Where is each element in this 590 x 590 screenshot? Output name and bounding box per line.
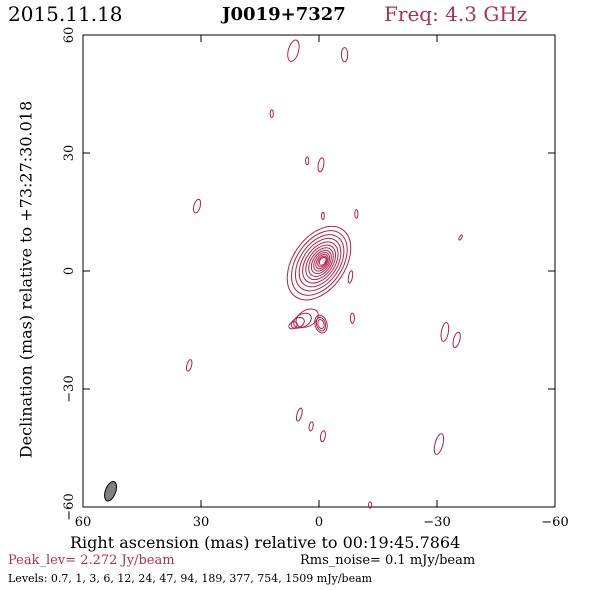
core-contour <box>291 230 348 296</box>
beam-ellipse <box>104 480 117 502</box>
jet-contour <box>293 312 312 329</box>
y-tick-label: 0 <box>62 267 77 275</box>
contour-component <box>319 430 326 443</box>
core-contour <box>317 255 328 268</box>
contour-component <box>440 322 450 342</box>
core-contour <box>313 252 331 272</box>
contour-component <box>349 312 355 324</box>
jet-contour <box>288 321 298 330</box>
y-tick-label: 60 <box>62 27 77 44</box>
contour-component <box>185 359 193 372</box>
frequency-label: Freq: 4.3 GHz <box>384 2 528 26</box>
contour-component <box>452 331 461 348</box>
contour-component <box>287 39 300 62</box>
jet-knot-contour <box>315 316 327 332</box>
contour-component <box>347 270 354 284</box>
x-tick-label: 60 <box>75 515 92 530</box>
x-tick-label: 0 <box>315 515 323 530</box>
core-contour <box>318 256 327 266</box>
contour-component <box>340 47 349 63</box>
x-axis-label: Right ascension (mas) relative to 00:19:… <box>70 533 461 552</box>
contour-component <box>433 433 445 455</box>
contour-component <box>317 157 325 173</box>
core-contour <box>286 225 352 301</box>
core-contour <box>310 249 332 275</box>
contour-component <box>308 421 314 432</box>
contour-component <box>458 234 463 241</box>
jet-contour <box>290 316 305 329</box>
jet-knot-contour <box>314 314 328 334</box>
jet-knot-contour <box>317 319 325 330</box>
y-axis-label: Declination (mas) relative to +73:27:30.… <box>16 100 36 459</box>
core-contour <box>294 234 345 292</box>
source-name: J0019+7327 <box>222 4 346 25</box>
contour-component <box>193 198 202 214</box>
y-tick-label: −60 <box>62 493 77 520</box>
contour-component <box>368 501 373 509</box>
epoch-date: 2015.11.18 <box>8 2 123 26</box>
contour-levels: Levels: 0.7, 1, 3, 6, 12, 24, 47, 94, 18… <box>8 572 373 585</box>
contour-component <box>295 407 303 422</box>
contour-component <box>305 156 310 166</box>
x-tick-label: 30 <box>193 515 210 530</box>
core-contour <box>302 241 339 284</box>
y-tick-label: −30 <box>62 375 77 402</box>
contour-component <box>321 211 325 220</box>
core-contour <box>308 247 334 277</box>
jet-contour <box>295 308 319 328</box>
rms-noise: Rms_noise= 0.1 mJy/beam <box>300 553 476 568</box>
core-contour <box>305 244 337 281</box>
contour-component <box>269 109 274 119</box>
x-tick-label: −30 <box>423 515 450 530</box>
y-tick-label: 30 <box>62 145 77 162</box>
peak-level: Peak_lev= 2.272 Jy/beam <box>8 553 175 568</box>
core-contour <box>298 237 342 288</box>
contour-component <box>354 209 359 219</box>
core-contour <box>315 253 329 270</box>
x-tick-label: −60 <box>541 515 568 530</box>
